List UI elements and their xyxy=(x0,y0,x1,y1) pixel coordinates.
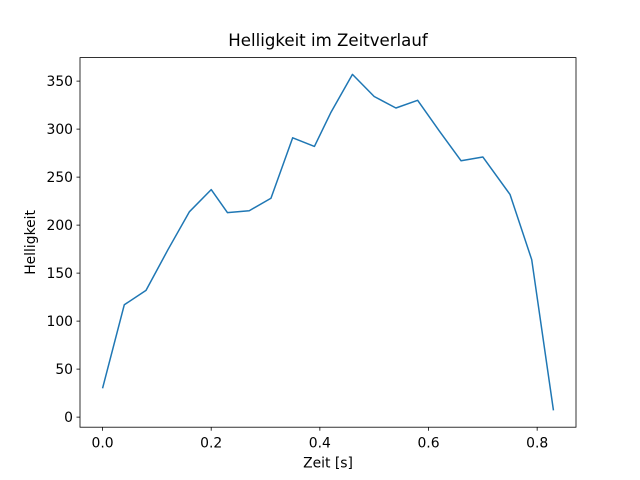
y-tick-label: 0 xyxy=(64,410,73,426)
y-tick-label: 300 xyxy=(46,122,73,138)
chart-title: Helligkeit im Zeitverlauf xyxy=(228,31,429,50)
x-tick-label: 0.2 xyxy=(200,436,222,452)
x-tick-label: 0.4 xyxy=(309,436,331,452)
axes-spines xyxy=(79,57,577,428)
x-tick-label: 0.0 xyxy=(91,436,113,452)
y-tick-label: 200 xyxy=(46,218,73,234)
x-tick-label: 0.8 xyxy=(526,436,548,452)
x-axis-label: Zeit [s] xyxy=(303,456,353,472)
y-tick-label: 50 xyxy=(55,362,73,378)
y-tick-label: 350 xyxy=(46,74,73,90)
y-axis-label: Helligkeit xyxy=(23,209,39,274)
y-tick-label: 250 xyxy=(46,170,73,186)
x-tick-label: 0.6 xyxy=(417,436,439,452)
y-tick-label: 100 xyxy=(46,314,73,330)
y-tick-label: 150 xyxy=(46,266,73,282)
brightness-line-series xyxy=(101,73,555,411)
